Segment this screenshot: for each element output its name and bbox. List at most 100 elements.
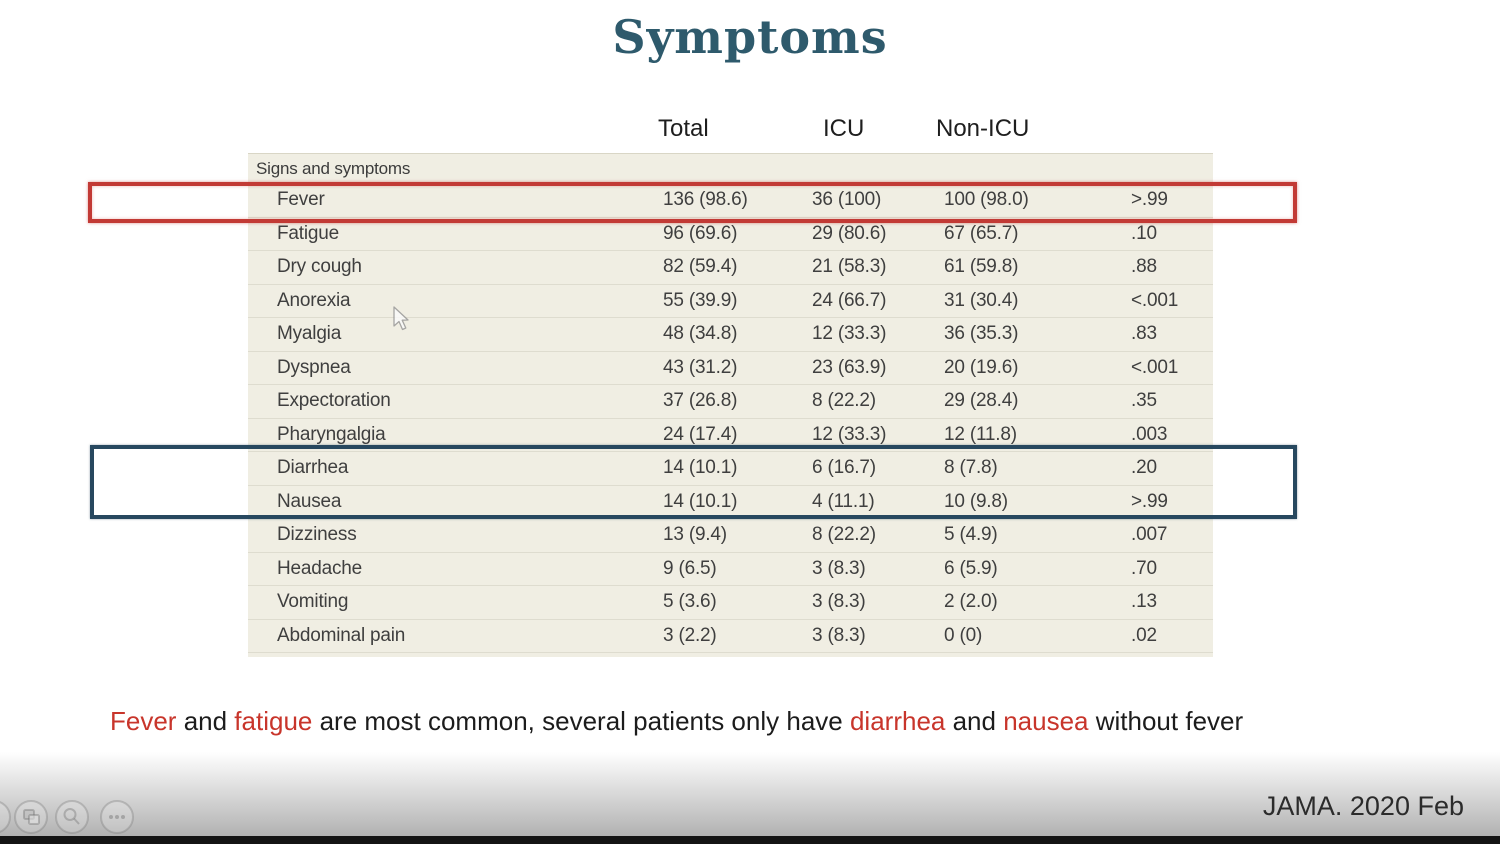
p-value-cell: .88: [1131, 256, 1157, 278]
total-cell: 9 (6.5): [663, 557, 717, 579]
symptom-cell: Pharyngalgia: [277, 423, 386, 445]
symptom-cell: Dyspnea: [277, 356, 351, 378]
non-icu-cell: 29 (28.4): [944, 390, 1019, 412]
total-cell: 3 (2.2): [663, 624, 717, 646]
p-value-cell: .007: [1131, 524, 1168, 546]
total-cell: 96 (69.6): [663, 222, 738, 244]
non-icu-cell: 36 (35.3): [944, 323, 1019, 345]
symptom-cell: Nausea: [277, 490, 342, 512]
non-icu-cell: 31 (30.4): [944, 289, 1019, 311]
column-header-total: Total: [658, 115, 709, 142]
table-row: Dry cough 82 (59.4) 21 (58.3) 61 (59.8) …: [248, 251, 1213, 285]
p-value-cell: <.001: [1131, 289, 1179, 311]
p-value-cell: >.99: [1131, 490, 1168, 512]
icu-cell: 21 (58.3): [812, 256, 887, 278]
column-header-non-icu: Non-ICU: [936, 115, 1030, 142]
bottom-black-bar: [0, 836, 1500, 844]
symptoms-table: Signs and symptoms Fever 136 (98.6) 36 (…: [248, 153, 1213, 657]
non-icu-cell: 61 (59.8): [944, 256, 1019, 278]
icu-cell: 29 (80.6): [812, 222, 887, 244]
table-row: Diarrhea 14 (10.1) 6 (16.7) 8 (7.8) .20: [248, 452, 1213, 486]
total-cell: 14 (10.1): [663, 490, 738, 512]
icu-cell: 6 (16.7): [812, 457, 876, 479]
table-row: Fatigue 96 (69.6) 29 (80.6) 67 (65.7) .1…: [248, 218, 1213, 251]
non-icu-cell: 0 (0): [944, 624, 983, 646]
table-row: Expectoration 37 (26.8) 8 (22.2) 29 (28.…: [248, 385, 1213, 419]
symptom-cell: Vomiting: [277, 591, 349, 613]
non-icu-cell: 67 (65.7): [944, 222, 1019, 244]
mouse-cursor-icon: [393, 306, 409, 331]
table-row: Pharyngalgia 24 (17.4) 12 (33.3) 12 (11.…: [248, 419, 1213, 452]
p-value-cell: .20: [1131, 457, 1157, 479]
p-value-cell: .35: [1131, 390, 1157, 412]
p-value-cell: .13: [1131, 591, 1157, 613]
symptom-cell: Fever: [277, 189, 325, 211]
table-row: Dyspnea 43 (31.2) 23 (63.9) 20 (19.6) <.…: [248, 352, 1213, 385]
table-row: Fever 136 (98.6) 36 (100) 100 (98.0) >.9…: [248, 184, 1213, 218]
icu-cell: 12 (33.3): [812, 323, 887, 345]
non-icu-cell: 2 (2.0): [944, 591, 998, 613]
total-cell: 37 (26.8): [663, 390, 738, 412]
non-icu-cell: 6 (5.9): [944, 557, 998, 579]
table-row: Headache 9 (6.5) 3 (8.3) 6 (5.9) .70: [248, 553, 1213, 586]
icu-cell: 3 (8.3): [812, 557, 866, 579]
caption-text: and: [176, 706, 235, 736]
caption-diarrhea: diarrhea: [849, 706, 946, 736]
bottom-gradient: [0, 752, 1500, 837]
non-icu-cell: 100 (98.0): [944, 189, 1029, 211]
p-value-cell: .70: [1131, 557, 1157, 579]
icu-cell: 23 (63.9): [812, 356, 887, 378]
icu-cell: 24 (66.7): [812, 289, 887, 311]
column-header-icu: ICU: [823, 115, 865, 142]
symptom-cell: Myalgia: [277, 323, 342, 345]
table-row: Abdominal pain 3 (2.2) 3 (8.3) 0 (0) .02: [248, 620, 1213, 653]
p-value-cell: .10: [1131, 222, 1157, 244]
total-cell: 5 (3.6): [663, 591, 717, 613]
symptom-cell: Diarrhea: [277, 457, 349, 479]
table-row: Vomiting 5 (3.6) 3 (8.3) 2 (2.0) .13: [248, 586, 1213, 620]
slides-grid-icon: [23, 809, 40, 825]
caption-text: without fever: [1088, 706, 1244, 736]
p-value-cell: .83: [1131, 323, 1157, 345]
caption-nausea: nausea: [1003, 706, 1089, 736]
clipped-control-button[interactable]: [0, 801, 11, 833]
symptom-cell: Fatigue: [277, 222, 339, 244]
ellipsis-icon: [109, 815, 125, 819]
slideshow-presenter-controls: [0, 800, 134, 834]
icu-cell: 12 (33.3): [812, 423, 887, 445]
table-row: Myalgia 48 (34.8) 12 (33.3) 36 (35.3) .8…: [248, 318, 1213, 352]
symptom-cell: Headache: [277, 557, 363, 579]
p-value-cell: .02: [1131, 624, 1157, 646]
symptom-cell: Dizziness: [277, 524, 357, 546]
magnifier-icon: [63, 808, 80, 825]
table-row: Anorexia 55 (39.9) 24 (66.7) 31 (30.4) <…: [248, 285, 1213, 318]
caption: Fever and fatigue are most common, sever…: [110, 706, 1450, 737]
p-value-cell: >.99: [1131, 189, 1168, 211]
total-cell: 55 (39.9): [663, 289, 738, 311]
total-cell: 14 (10.1): [663, 457, 738, 479]
icu-cell: 36 (100): [812, 189, 882, 211]
icu-cell: 4 (11.1): [812, 490, 875, 512]
non-icu-cell: 8 (7.8): [944, 457, 998, 479]
icu-cell: 3 (8.3): [812, 624, 866, 646]
symptom-cell: Abdominal pain: [277, 624, 406, 646]
non-icu-cell: 12 (11.8): [944, 423, 1017, 445]
total-cell: 82 (59.4): [663, 256, 738, 278]
total-cell: 13 (9.4): [663, 524, 727, 546]
red-highlight-box: [88, 182, 1297, 223]
total-cell: 24 (17.4): [663, 423, 738, 445]
total-cell: 136 (98.6): [663, 189, 748, 211]
caption-fatigue: fatigue: [234, 706, 313, 736]
more-options-button[interactable]: [100, 800, 134, 834]
caption-fever: Fever: [110, 706, 177, 736]
p-value-cell: <.001: [1131, 356, 1179, 378]
table-row: Dizziness 13 (9.4) 8 (22.2) 5 (4.9) .007: [248, 519, 1213, 553]
caption-text: are most common, several patients only h…: [312, 706, 850, 736]
non-icu-cell: 10 (9.8): [944, 490, 1008, 512]
slide-title: Symptoms: [612, 10, 888, 64]
symptom-cell: Anorexia: [277, 289, 351, 311]
zoom-button[interactable]: [55, 800, 89, 834]
table-section-header: Signs and symptoms: [248, 154, 1213, 184]
total-cell: 48 (34.8): [663, 323, 738, 345]
